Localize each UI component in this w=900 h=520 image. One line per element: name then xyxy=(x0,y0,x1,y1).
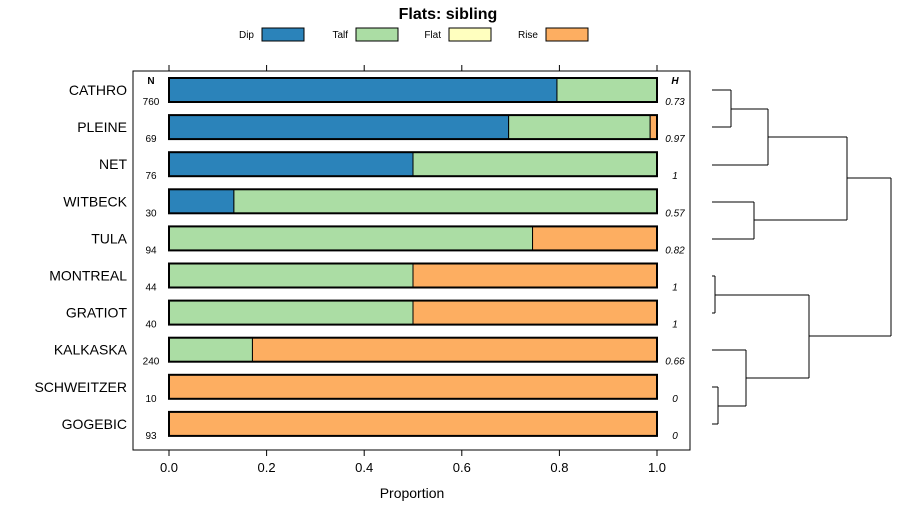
n-value-pleine: 69 xyxy=(145,134,157,145)
bar-gratiot-talf xyxy=(168,300,414,326)
bar-pleine-talf xyxy=(508,114,651,140)
n-value-witbeck: 30 xyxy=(145,208,157,219)
bar-net-dip xyxy=(168,151,414,177)
n-value-gogebic: 93 xyxy=(145,431,157,442)
row-label-tula: TULA xyxy=(91,230,127,246)
bar-witbeck-dip xyxy=(168,188,235,214)
bar-schweitzer-rise xyxy=(168,374,658,400)
bar-tula-talf xyxy=(168,225,534,251)
row-label-cathro: CATHRO xyxy=(69,82,127,98)
h-column-header: H xyxy=(671,76,679,87)
legend-label-dip: Dip xyxy=(239,30,254,41)
bar-cathro-talf xyxy=(556,77,658,103)
h-value-kalkaska: 0.66 xyxy=(665,357,685,368)
legend-swatch-flat xyxy=(448,27,492,42)
n-value-kalkaska: 240 xyxy=(143,357,160,368)
bar-kalkaska-rise xyxy=(251,337,658,363)
bar-outline-cathro xyxy=(168,77,658,103)
bar-cathro-dip xyxy=(168,77,558,103)
row-label-schweitzer: SCHWEITZER xyxy=(34,379,127,395)
x-tick-label: 0.6 xyxy=(453,460,471,475)
legend-swatch-dip xyxy=(261,27,305,42)
bar-pleine-dip xyxy=(168,114,510,140)
n-value-tula: 94 xyxy=(145,245,157,256)
bar-tula-rise xyxy=(532,225,658,251)
n-value-cathro: 760 xyxy=(143,97,160,108)
bar-witbeck-talf xyxy=(233,188,658,214)
x-axis: 0.0 0.2 0.4 0.6 0.8 1.0 xyxy=(160,65,666,475)
x-tick-label: 1.0 xyxy=(648,460,666,475)
legend-swatch-rise xyxy=(545,27,589,42)
row-label-montreal: MONTREAL xyxy=(49,268,127,284)
chart-title: Flats: sibling xyxy=(399,6,498,23)
legend-label-rise: Rise xyxy=(518,30,538,41)
bars xyxy=(168,77,658,437)
bar-pleine-rise xyxy=(649,114,658,140)
bar-outline-pleine xyxy=(168,114,658,141)
legend: Dip Talf Flat Rise xyxy=(239,27,589,42)
row-label-kalkaska: KALKASKA xyxy=(54,342,128,358)
bar-outline-gogebic xyxy=(168,410,658,437)
bar-outline-schweitzer xyxy=(168,373,658,400)
bar-net-talf xyxy=(412,151,658,177)
bar-kalkaska-talf xyxy=(168,337,253,363)
n-value-schweitzer: 10 xyxy=(145,394,157,405)
bar-outline-tula xyxy=(168,225,658,252)
bar-gratiot-rise xyxy=(412,300,658,326)
h-value-schweitzer: 0 xyxy=(672,394,678,405)
bar-outline-kalkaska xyxy=(168,336,658,363)
bar-outline-net xyxy=(168,151,658,178)
legend-swatch-talf xyxy=(355,27,399,42)
h-value-pleine: 0.97 xyxy=(665,134,685,145)
row-label-net: NET xyxy=(99,156,127,172)
h-value-tula: 0.82 xyxy=(665,245,685,256)
row-label-witbeck: WITBECK xyxy=(63,193,127,209)
h-value-gratiot: 1 xyxy=(672,320,678,331)
legend-label-flat: Flat xyxy=(424,30,441,41)
bar-montreal-rise xyxy=(412,263,658,288)
legend-label-talf: Talf xyxy=(332,30,348,41)
n-column-header: N xyxy=(147,76,154,87)
row-labels: CATHRO 760 0.73 PLEINE 69 0.97 NET 76 1 WITBECK 30… xyxy=(34,82,685,442)
bar-outline-witbeck xyxy=(168,188,658,215)
bar-outline-gratiot xyxy=(168,299,658,326)
h-value-witbeck: 0.57 xyxy=(665,208,685,219)
n-value-montreal: 44 xyxy=(145,283,157,294)
h-value-gogebic: 0 xyxy=(672,431,678,442)
bar-gogebic-rise xyxy=(168,411,658,437)
x-tick-label: 0.4 xyxy=(355,460,373,475)
x-axis-label: Proportion xyxy=(380,485,445,501)
bar-montreal-talf xyxy=(168,263,414,288)
row-label-gratiot: GRATIOT xyxy=(66,305,128,321)
row-label-gogebic: GOGEBIC xyxy=(62,416,127,432)
n-value-net: 76 xyxy=(145,171,157,182)
x-tick-label: 0.0 xyxy=(160,460,178,475)
x-tick-label: 0.2 xyxy=(258,460,276,475)
h-value-cathro: 0.73 xyxy=(665,97,685,108)
row-label-pleine: PLEINE xyxy=(77,119,127,135)
h-value-montreal: 1 xyxy=(672,283,678,294)
x-tick-label: 0.8 xyxy=(550,460,568,475)
h-value-net: 1 xyxy=(672,171,678,182)
n-value-gratiot: 40 xyxy=(145,320,157,331)
plot-frame xyxy=(132,70,691,451)
dendrogram xyxy=(712,89,892,425)
bar-outline-montreal xyxy=(168,262,658,289)
